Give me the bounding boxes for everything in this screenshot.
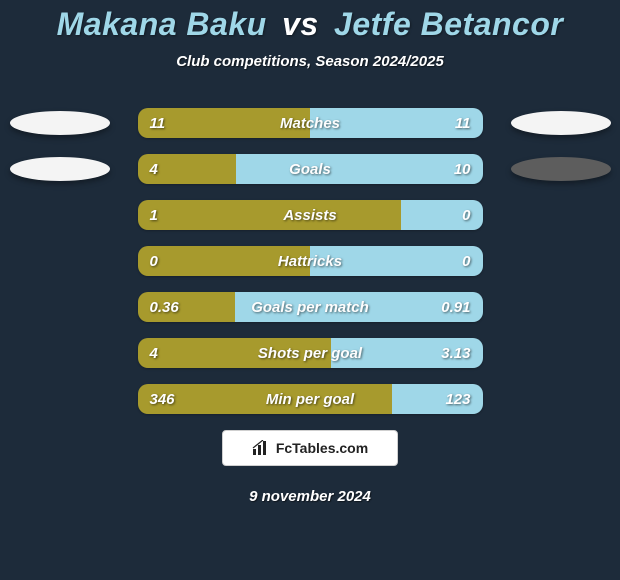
player2-club-badge [511,157,611,181]
stat-bar-track [138,200,483,230]
stat-bar-track [138,108,483,138]
player2-fill [310,246,483,276]
vs-label: vs [282,6,319,42]
player2-fill [392,384,482,414]
player1-fill [138,200,402,230]
stat-row: Min per goal346123 [138,384,483,414]
stat-bar-track [138,292,483,322]
stat-row: Shots per goal43.13 [138,338,483,368]
player1-fill [138,384,393,414]
player1-club-badge [10,111,110,135]
player1-fill [138,154,237,184]
footer-date: 9 november 2024 [0,488,620,505]
player1-fill [138,246,311,276]
bar-chart-icon [252,440,270,456]
stat-bar-track [138,384,483,414]
watermark-text: FcTables.com [276,440,368,456]
player1-fill [138,108,311,138]
stat-bar-track [138,338,483,368]
comparison-card: Makana Baku vs Jetfe Betancor Club compe… [0,0,620,580]
player2-fill [401,200,482,230]
stat-row: Matches1111 [138,108,483,138]
stat-bar-track [138,246,483,276]
stat-row: Assists10 [138,200,483,230]
player2-name: Jetfe Betancor [334,6,563,42]
subtitle: Club competitions, Season 2024/2025 [0,53,620,70]
player1-name: Makana Baku [57,6,267,42]
stat-row: Goals per match0.360.91 [138,292,483,322]
stat-row: Goals410 [138,154,483,184]
comparison-rows: Matches1111 Goals410 Assists10 Hattricks00 G… [0,108,620,414]
player1-fill [138,292,236,322]
player2-club-badge [511,111,611,135]
player1-club-badge [10,157,110,181]
player2-fill [235,292,482,322]
stat-bar-track [138,154,483,184]
player1-fill [138,338,332,368]
page-title: Makana Baku vs Jetfe Betancor [0,6,620,43]
player2-fill [310,108,483,138]
watermark: FcTables.com [222,430,398,466]
player2-fill [236,154,482,184]
stat-row: Hattricks00 [138,246,483,276]
player2-fill [331,338,482,368]
